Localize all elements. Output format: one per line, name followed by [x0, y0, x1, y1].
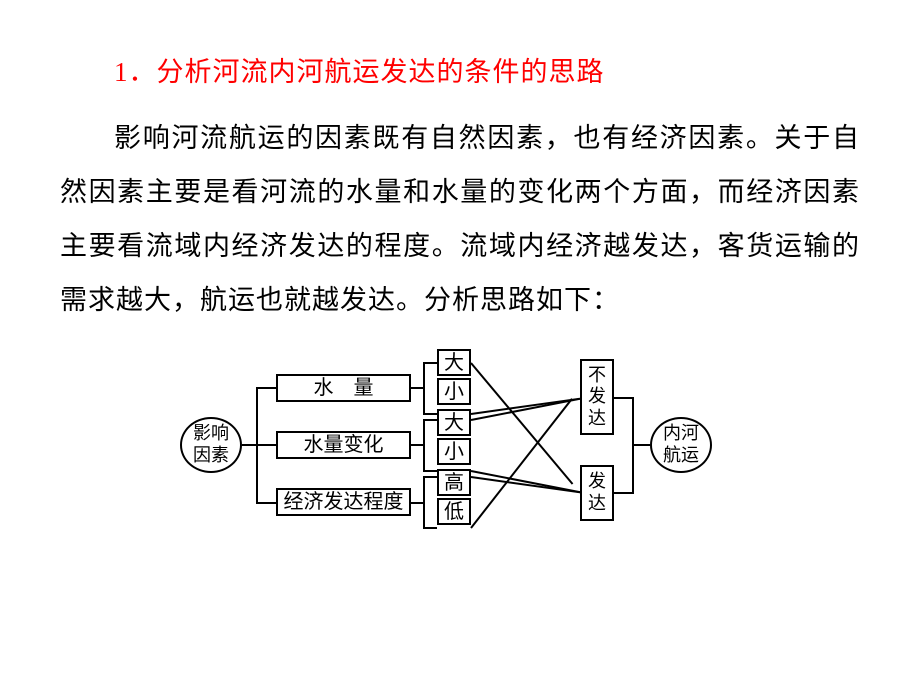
connector: [471, 476, 580, 493]
connector: [614, 492, 632, 494]
connector: [423, 476, 437, 478]
connector: [632, 444, 650, 446]
factor-node: 水量变化: [276, 431, 411, 459]
connector: [423, 413, 437, 415]
factor-node: 经济发达程度: [276, 488, 411, 516]
section-heading: 1．分析河流内河航运发达的条件的思路: [60, 50, 860, 89]
connector: [411, 387, 423, 389]
connector: [256, 387, 276, 389]
connector: [256, 444, 276, 446]
connector: [411, 444, 423, 446]
level-node: 小: [437, 438, 471, 465]
connector: [423, 419, 425, 471]
level-node: 低: [437, 498, 471, 525]
connector: [423, 419, 437, 421]
outcome-node: 不 发 达: [580, 359, 614, 435]
connector: [470, 362, 573, 484]
connector: [242, 444, 256, 446]
connector: [256, 502, 276, 504]
level-node: 高: [437, 469, 471, 496]
factor-node: 水 量: [276, 374, 411, 402]
connector: [423, 476, 425, 528]
connector: [423, 470, 437, 472]
level-node: 大: [437, 409, 471, 436]
connector: [423, 362, 425, 414]
level-node: 小: [437, 378, 471, 405]
root-node: 影响 因素: [180, 417, 242, 473]
connector: [411, 502, 423, 504]
connector: [614, 397, 632, 399]
flow-diagram: 影响 因素 水 量 水量变化 经济发达程度 大 小 大 小 高 低 /* ove…: [180, 347, 740, 542]
result-node: 内河 航运: [650, 417, 712, 473]
connector: [423, 527, 437, 529]
level-node: 大: [437, 349, 471, 376]
outcome-node: 发 达: [580, 465, 614, 521]
connector: [423, 362, 437, 364]
body-paragraph: 影响河流航运的因素既有自然因素，也有经济因素。关于自然因素主要是看河流的水量和水…: [60, 111, 860, 327]
